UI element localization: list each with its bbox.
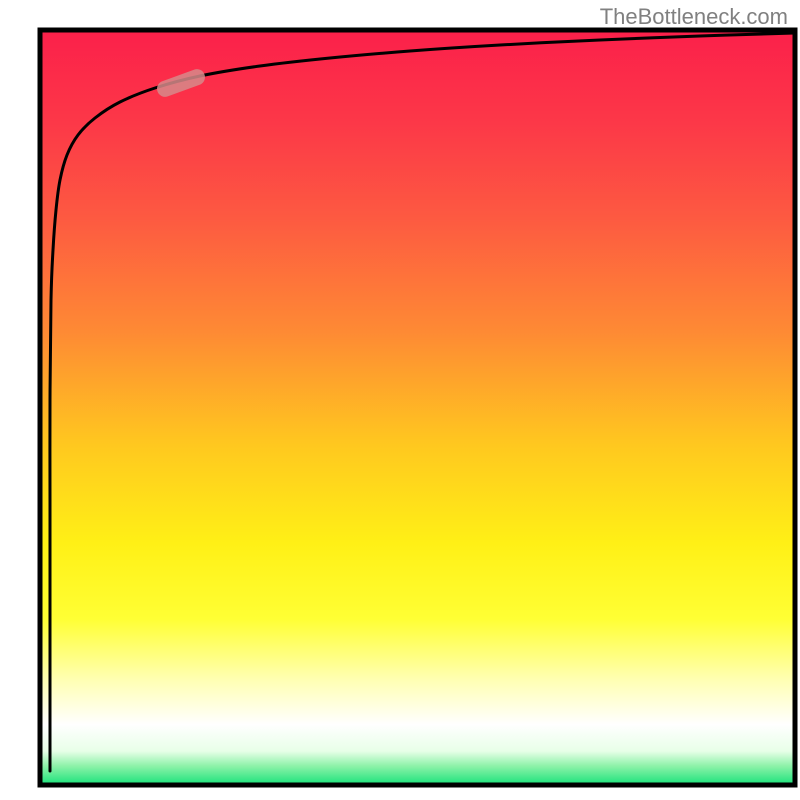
- chart-container: TheBottleneck.com: [0, 0, 800, 800]
- plot-background: [40, 30, 795, 785]
- watermark-text: TheBottleneck.com: [600, 4, 788, 30]
- chart-svg: [0, 0, 800, 800]
